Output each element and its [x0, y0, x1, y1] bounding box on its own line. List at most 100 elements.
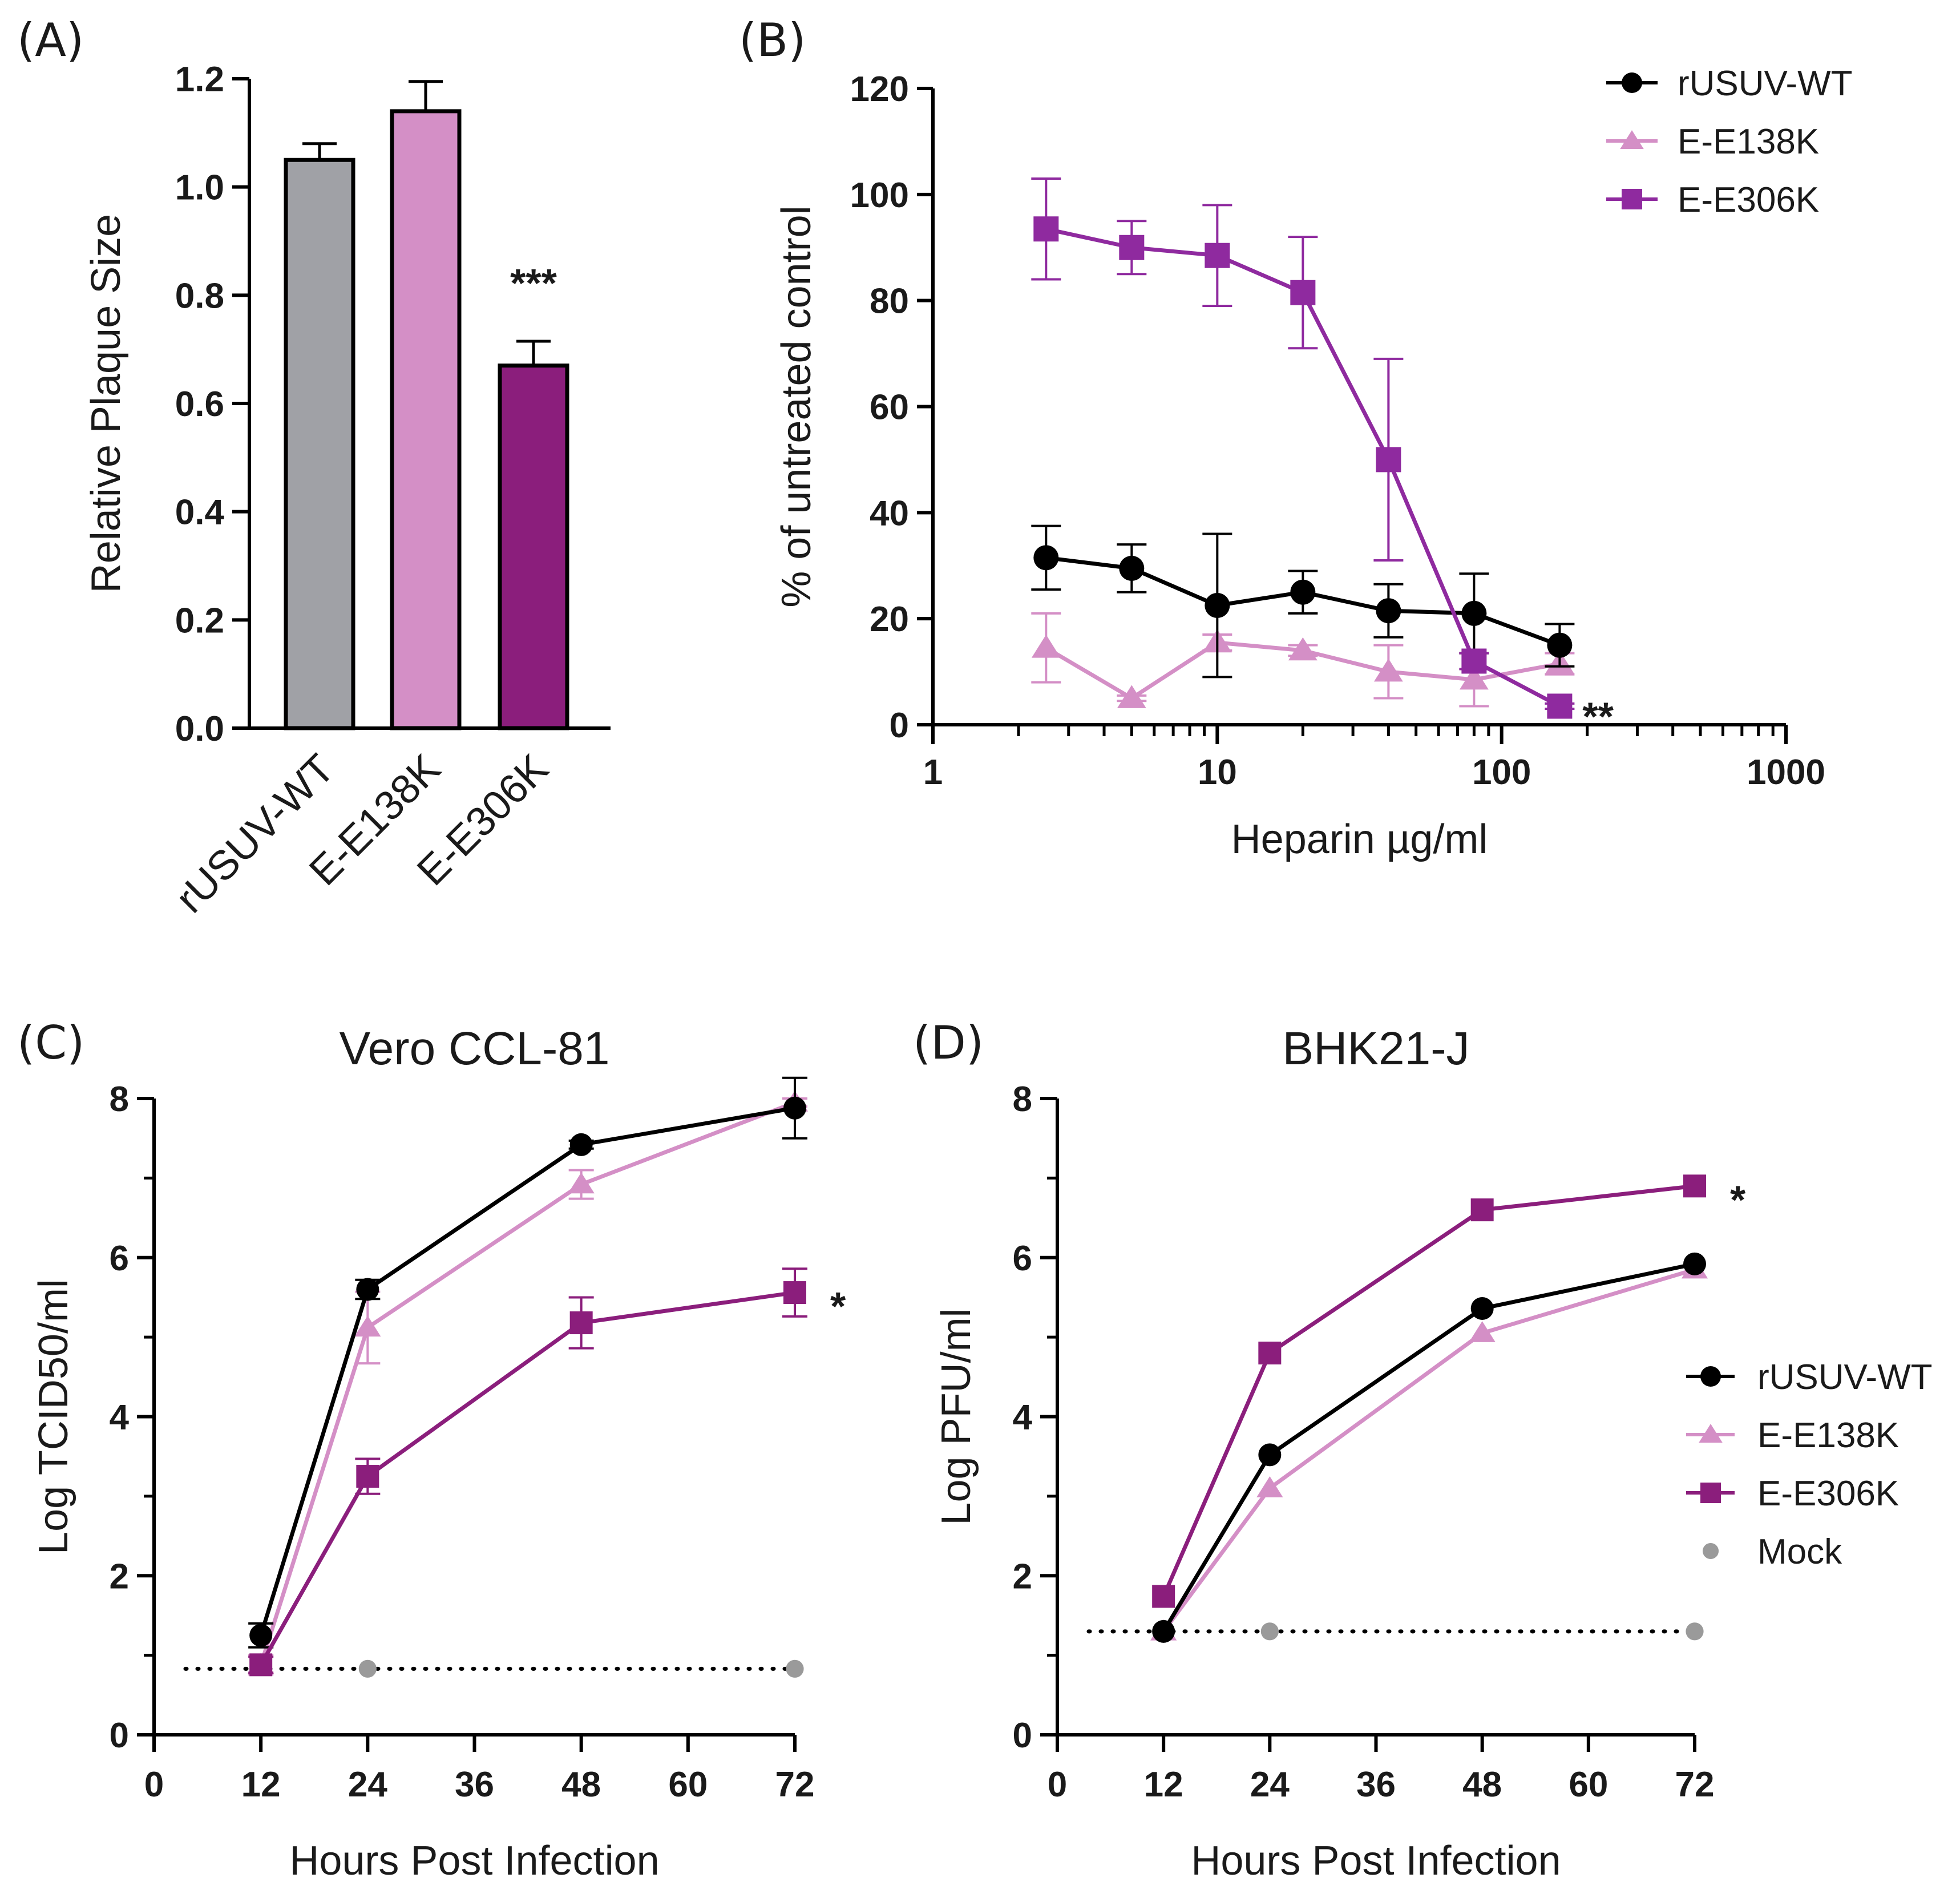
y-tick-label: 0 [1013, 1716, 1032, 1755]
significance-marker: * [1730, 1177, 1746, 1222]
data-point [1290, 579, 1316, 605]
data-point [249, 1624, 273, 1647]
data-point [569, 1311, 593, 1335]
data-point [786, 1659, 804, 1678]
x-tick-label: 72 [1675, 1765, 1715, 1804]
data-point [1683, 1252, 1706, 1275]
bar [284, 158, 355, 730]
legend-marker [1622, 189, 1642, 209]
legend-label: E-E138K [1678, 122, 1819, 161]
data-point [1461, 648, 1487, 674]
data-point [1459, 666, 1489, 690]
bar [498, 364, 569, 730]
x-axis-title: Hours Post Infection [289, 1838, 659, 1884]
legend-label: rUSUV-WT [1678, 64, 1853, 103]
data-point [1470, 1198, 1494, 1222]
panel-label: (C) [17, 1016, 84, 1069]
data-point [1470, 1297, 1494, 1320]
data-point [1461, 600, 1487, 626]
x-tick-label: 10 [1198, 753, 1237, 792]
y-tick-label: 0.8 [175, 276, 224, 316]
series-rusuv-wt [1031, 524, 1575, 679]
data-point [1258, 1443, 1282, 1467]
data-point [1152, 1620, 1175, 1643]
legend-label: E-E306K [1678, 180, 1819, 220]
legend-entry: E-E306K [1606, 180, 1819, 220]
data-point [358, 1659, 377, 1678]
y-tick-label: 120 [850, 70, 909, 109]
chart-title: Vero CCL-81 [339, 1023, 609, 1075]
y-tick-label: 2 [110, 1557, 129, 1596]
data-point [354, 1315, 381, 1337]
data-point [1376, 447, 1401, 473]
data-point [1260, 1622, 1279, 1641]
series-mock [358, 1659, 804, 1678]
data-point [569, 1133, 593, 1156]
series-e-e306k [1152, 1174, 1706, 1608]
x-tick-label: 0 [144, 1765, 164, 1804]
legend-label: rUSUV-WT [1757, 1358, 1933, 1397]
series-mock [1260, 1622, 1704, 1641]
series-rusuv-wt [1152, 1252, 1706, 1643]
panel-b-heparin-line-chart: (B) % of untreated control Heparin µg/ml 0 2… [739, 14, 1853, 862]
legend-marker [1702, 1542, 1719, 1560]
y-tick-label: 0.4 [175, 493, 225, 532]
x-tick-label: 12 [241, 1765, 281, 1804]
data-point [1290, 280, 1316, 305]
legend-entry: E-E306K [1686, 1474, 1899, 1513]
y-tick-label: 6 [1013, 1239, 1032, 1278]
panel-c-vero-growth-chart: (C) Vero CCL-81 Log TCID50/ml Hours Post In… [17, 1016, 846, 1884]
legend: rUSUV-WT E-E138K E-E306K Mock [1686, 1358, 1933, 1572]
data-point [783, 1281, 806, 1305]
data-point [1376, 598, 1401, 624]
data-point [1119, 555, 1145, 581]
y-axis-title: Log PFU/ml [933, 1308, 979, 1525]
series-line [259, 1290, 795, 1666]
data-point [1469, 1321, 1496, 1342]
series-line [1162, 1267, 1696, 1633]
y-tick-label: 0 [110, 1716, 129, 1755]
x-tick-label: 24 [348, 1765, 387, 1804]
legend-marker [1700, 1483, 1721, 1503]
panel-label: (D) [913, 1016, 984, 1069]
series-line [258, 1106, 795, 1636]
y-tick-label: 6 [110, 1239, 129, 1278]
y-tick-label: 1.2 [175, 60, 224, 99]
chart-title: BHK21-J [1282, 1023, 1469, 1075]
y-tick-label: 0.6 [175, 385, 224, 424]
legend-label: E-E138K [1757, 1416, 1899, 1455]
legend-entry: rUSUV-WT [1686, 1358, 1933, 1397]
y-axis-title: Relative Plaque Size [83, 214, 129, 593]
x-tick-label: 12 [1144, 1765, 1183, 1804]
series-line [1162, 1262, 1695, 1633]
legend-label: Mock [1757, 1532, 1842, 1572]
series-e-e306k [1031, 177, 1575, 719]
data-point [1288, 637, 1318, 661]
data-point [356, 1278, 379, 1301]
legend: rUSUV-WT E-E138K E-E306K [1606, 64, 1853, 220]
legend-marker [1622, 72, 1642, 93]
y-axis-title: Log TCID50/ml [31, 1279, 76, 1554]
x-tick-label: 48 [561, 1765, 601, 1804]
data-point [783, 1096, 806, 1120]
x-tick-label: 60 [668, 1765, 708, 1804]
panel-label: (B) [739, 14, 806, 67]
significance-marker: *** [510, 261, 557, 305]
x-tick-label: 60 [1569, 1765, 1608, 1804]
significance-marker: ** [1582, 694, 1614, 738]
legend-entry: rUSUV-WT [1606, 64, 1853, 103]
data-point [1205, 243, 1230, 268]
series-e-e138k [1150, 1257, 1708, 1641]
data-point [1117, 685, 1146, 708]
data-point [249, 1653, 273, 1677]
data-point [1152, 1585, 1175, 1608]
series-line [1161, 1184, 1695, 1597]
series-line [258, 1100, 796, 1666]
bar-group: rUSUV-WT [167, 142, 355, 922]
y-tick-label: 8 [110, 1080, 129, 1119]
data-point [1547, 632, 1573, 658]
category-label: rUSUV-WT [167, 746, 343, 922]
y-axis-title: % of untreated control [774, 205, 819, 607]
data-point [568, 1172, 595, 1194]
x-tick-label: 1000 [1747, 753, 1825, 792]
